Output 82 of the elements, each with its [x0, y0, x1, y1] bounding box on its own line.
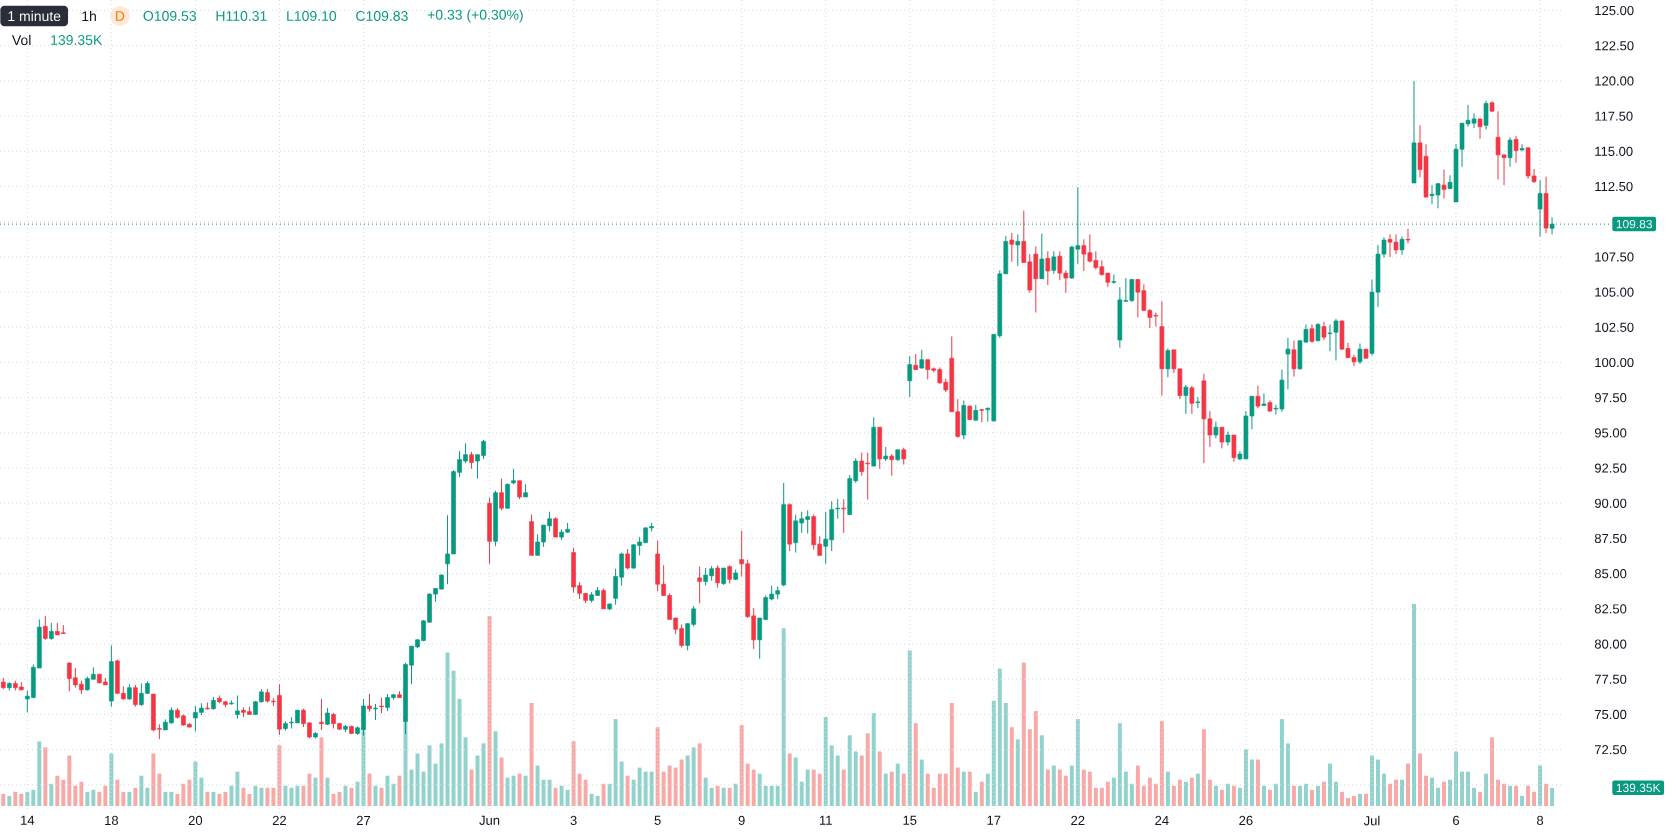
bar	[1309, 789, 1314, 806]
x-tick-label: 18	[105, 815, 119, 826]
bar	[331, 793, 336, 806]
bar	[271, 787, 276, 806]
bar	[175, 793, 180, 806]
bar	[241, 787, 246, 806]
bar	[1219, 789, 1224, 806]
bar	[91, 789, 96, 806]
x-tick-label: 14	[21, 815, 35, 825]
bar	[289, 787, 294, 806]
bar	[1351, 795, 1356, 806]
x-tick-label: Jul	[1363, 815, 1380, 826]
bar	[259, 787, 264, 806]
bar	[1357, 793, 1362, 806]
bar	[1345, 797, 1350, 806]
bar	[973, 791, 978, 806]
x-tick-label: 26	[1239, 815, 1253, 826]
x-tick-label: 15	[903, 815, 917, 825]
bar	[133, 787, 138, 806]
bar	[1339, 791, 1344, 806]
x-tick-label: 22	[1071, 815, 1085, 825]
x-tick-label: 5	[654, 815, 661, 825]
annotation: D	[115, 11, 125, 21]
bar	[145, 787, 150, 806]
x-tick-label: 8	[1537, 815, 1544, 826]
bar	[1237, 787, 1242, 806]
x-tick-label: 17	[987, 815, 1001, 825]
bar	[553, 787, 558, 806]
bar	[595, 795, 600, 806]
bar	[31, 789, 36, 806]
bar	[1550, 787, 1555, 806]
bar	[247, 793, 252, 806]
bar	[1532, 791, 1537, 806]
bar	[709, 787, 714, 806]
annotation: +0.33 (+0.30%)	[427, 9, 523, 23]
bar	[931, 787, 936, 806]
bar	[721, 787, 726, 806]
bar	[169, 791, 174, 806]
bar	[85, 791, 90, 806]
annotation: L109.10	[287, 11, 337, 21]
bar	[217, 793, 222, 806]
bar	[13, 791, 18, 806]
bar	[127, 791, 132, 806]
x-tick-label: 11	[819, 815, 832, 825]
bar	[223, 791, 228, 806]
annotation: C109.83	[356, 11, 408, 21]
annotation: 1 minute	[8, 10, 61, 22]
bar	[1093, 787, 1098, 806]
bar	[265, 787, 270, 806]
bar	[337, 791, 342, 806]
x-tick-label: 20	[188, 815, 203, 826]
x-tick-label: 22	[272, 815, 286, 825]
x-tick-label: 6	[1453, 815, 1460, 826]
bar	[565, 789, 570, 806]
bar	[1472, 787, 1477, 806]
annotation: H110.31	[216, 11, 267, 21]
annotation: O109.53	[143, 11, 197, 21]
bar	[97, 791, 102, 806]
bar	[19, 793, 24, 806]
bar	[1363, 793, 1368, 806]
bar	[7, 795, 12, 806]
bar	[1520, 795, 1525, 806]
x-tick-label: 27	[356, 815, 371, 825]
bar	[211, 791, 216, 806]
bar	[589, 793, 594, 806]
x-tick-label: 24	[1155, 815, 1169, 825]
x-tick-label: Jun	[479, 815, 500, 825]
bar	[1436, 787, 1440, 806]
x-tick-label: 9	[738, 815, 745, 826]
bar	[205, 791, 210, 806]
bar	[727, 787, 732, 806]
bar	[163, 791, 168, 806]
bar	[25, 791, 30, 806]
bar	[349, 787, 354, 806]
bar	[1267, 789, 1272, 806]
bar	[1478, 791, 1483, 806]
text: 1h	[82, 10, 96, 22]
bar	[121, 791, 126, 806]
bar	[1, 793, 6, 806]
x-tick-label: 3	[570, 815, 577, 826]
bar	[1099, 787, 1104, 806]
y-tick-label: 125.00	[1595, 5, 1634, 16]
